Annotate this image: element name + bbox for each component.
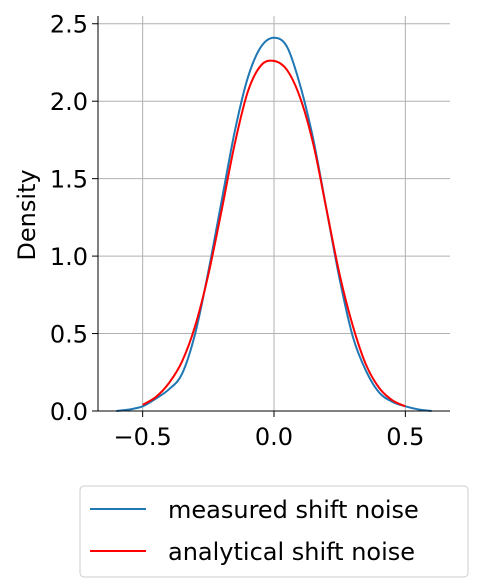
grid-lines (98, 16, 450, 412)
y-tick-label: 0.0 (50, 398, 88, 426)
legend-box (79, 485, 469, 578)
legend-label-analytical: analytical shift noise (168, 538, 415, 566)
analytical-shift-noise-line (142, 59, 406, 408)
y-tick-label: 1.0 (50, 243, 88, 271)
x-tick-label: −0.5 (114, 423, 172, 451)
measured-shift-noise-line (116, 36, 432, 412)
y-axis-title: Density (13, 169, 41, 260)
legend: measured shift noise analytical shift no… (79, 485, 469, 578)
y-tick-label: 2.0 (50, 88, 88, 116)
ticks: −0.5 0.0 0.5 0.0 0.5 1.0 1.5 2.0 2.5 (50, 11, 425, 451)
x-tick-label: 0.0 (255, 423, 293, 451)
y-tick-label: 2.5 (50, 11, 88, 39)
legend-label-measured: measured shift noise (168, 496, 419, 524)
series-lines (116, 36, 432, 412)
y-tick-label: 0.5 (50, 321, 88, 349)
x-tick-label: 0.5 (386, 423, 424, 451)
y-tick-label: 1.5 (50, 166, 88, 194)
